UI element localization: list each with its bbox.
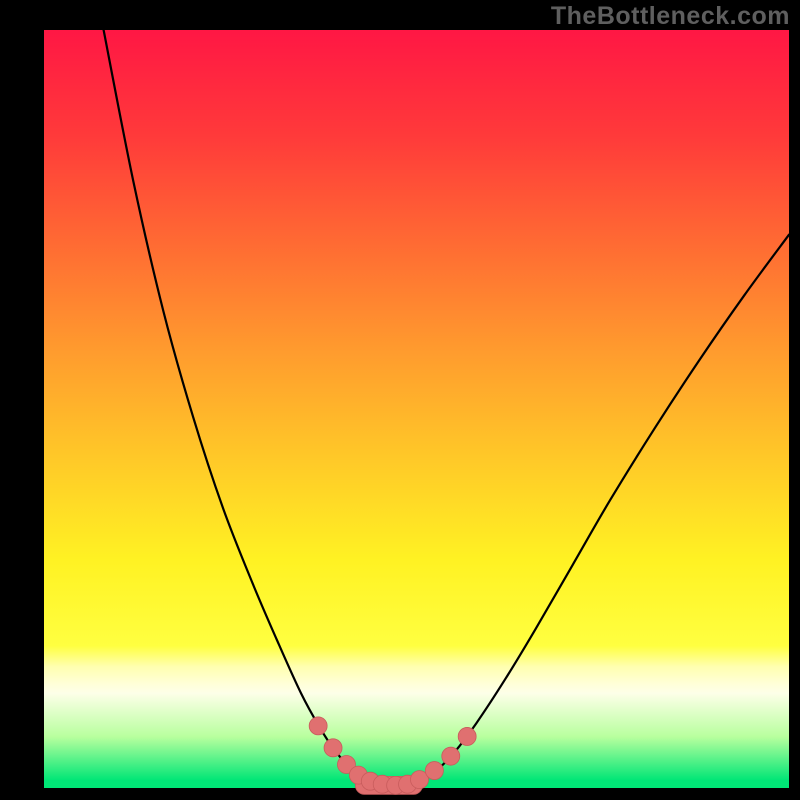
marker-dot	[324, 739, 342, 757]
marker-dot	[425, 762, 443, 780]
marker-dot	[442, 747, 460, 765]
watermark-text: TheBottleneck.com	[551, 2, 790, 31]
marker-dot	[458, 727, 476, 745]
plot-area-gradient	[44, 30, 789, 788]
marker-dot	[309, 717, 327, 735]
